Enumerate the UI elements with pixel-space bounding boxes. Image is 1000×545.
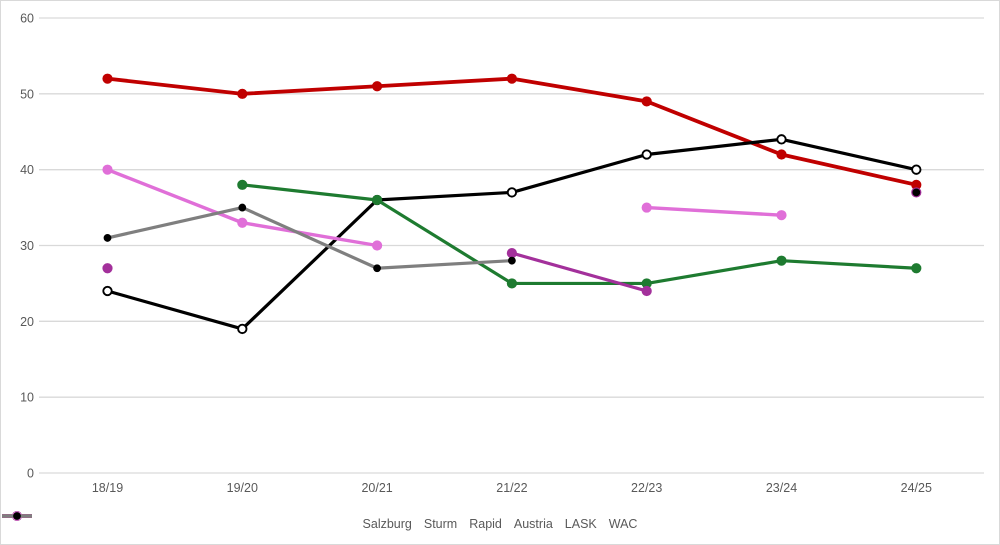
marker-rapid-24/25 bbox=[911, 263, 922, 274]
y-axis-labels: 0 10 20 30 40 50 60 bbox=[20, 12, 34, 481]
x-tick-label: 20/21 bbox=[361, 481, 392, 495]
y-tick-label: 30 bbox=[20, 239, 34, 253]
legend-item-lask: LASK bbox=[2, 511, 597, 531]
marker-wac-21/22 bbox=[508, 256, 516, 265]
y-tick-label: 50 bbox=[20, 87, 34, 101]
x-tick-label: 19/20 bbox=[227, 481, 258, 495]
marker-salzburg-21/22 bbox=[506, 73, 517, 84]
marker-austria-21/22 bbox=[506, 247, 517, 259]
x-tick-label: 21/22 bbox=[496, 481, 527, 495]
legend-label-wac: WAC bbox=[608, 516, 638, 531]
marker-sturm-23/24 bbox=[776, 134, 787, 145]
legend-label-lask: LASK bbox=[564, 516, 597, 531]
y-tick-label: 20 bbox=[20, 315, 34, 329]
marker-salzburg-19/20 bbox=[237, 88, 248, 99]
x-tick-label: 22/23 bbox=[631, 481, 662, 495]
y-tick-label: 0 bbox=[27, 467, 34, 481]
gridlines bbox=[39, 17, 984, 474]
marker-rapid-21/22 bbox=[506, 278, 517, 289]
marker-sturm-24/25 bbox=[911, 164, 922, 175]
marker-rapid-23/24 bbox=[776, 255, 787, 266]
marker-rapid-20/21 bbox=[372, 194, 383, 206]
marker-austria-18/19 bbox=[102, 263, 113, 274]
series-line-austria bbox=[510, 251, 649, 293]
x-tick-label: 23/24 bbox=[766, 481, 797, 495]
marker-salzburg-18/19 bbox=[102, 73, 113, 84]
legend-item-wac: WAC bbox=[2, 512, 638, 531]
legend-item-austria: Austria bbox=[2, 511, 553, 531]
legend-item-salzburg: Salzburg bbox=[2, 511, 412, 531]
marker-sturm-19/20 bbox=[237, 323, 248, 335]
marker-austria-22/23 bbox=[641, 285, 652, 297]
marker-sturm-22/23 bbox=[641, 149, 652, 160]
series-line-rapid bbox=[240, 183, 918, 286]
y-tick-label: 60 bbox=[20, 12, 34, 26]
marker-rapid-19/20 bbox=[237, 179, 248, 190]
series-lask bbox=[102, 164, 787, 251]
legend-label-austria: Austria bbox=[513, 516, 553, 531]
legend-item-rapid: Rapid bbox=[2, 511, 502, 531]
marker-salzburg-20/21 bbox=[372, 81, 383, 92]
marker-wac-24/25 bbox=[912, 188, 921, 197]
marker-wac-19/20 bbox=[238, 203, 247, 212]
marker-salzburg-23/24 bbox=[776, 149, 787, 160]
legend-item-sturm: Sturm bbox=[2, 511, 458, 531]
marker-lask-18/19 bbox=[102, 164, 113, 175]
legend-label-rapid: Rapid bbox=[469, 516, 502, 531]
x-tick-label: 24/25 bbox=[901, 481, 932, 495]
marker-wac-20/21 bbox=[373, 264, 382, 273]
marker-lask-23/24 bbox=[776, 210, 787, 221]
marker-lask-22/23 bbox=[641, 202, 652, 213]
y-tick-label: 40 bbox=[20, 163, 34, 177]
series-salzburg bbox=[102, 73, 922, 190]
chart-legend: Salzburg Sturm Rapid Austria LASK WAC bbox=[1, 510, 999, 538]
x-axis-labels: 18/19 19/20 20/21 21/22 22/23 23/24 24/25 bbox=[92, 481, 932, 495]
marker-wac-18/19 bbox=[103, 234, 112, 242]
series-rapid bbox=[237, 179, 922, 289]
series-line-salzburg bbox=[105, 76, 919, 187]
legend-swatch-wac bbox=[2, 512, 32, 520]
series-line-wac bbox=[105, 205, 514, 270]
marker-sturm-21/22 bbox=[506, 187, 518, 198]
marker-lask-19/20 bbox=[237, 217, 248, 228]
legend-label-salzburg: Salzburg bbox=[362, 516, 412, 531]
series-sturm bbox=[102, 134, 922, 335]
legend-label-sturm: Sturm bbox=[423, 516, 458, 531]
y-tick-label: 10 bbox=[20, 391, 34, 405]
marker-salzburg-22/23 bbox=[641, 96, 652, 107]
marker-sturm-18/19 bbox=[102, 285, 113, 297]
marker-lask-20/21 bbox=[372, 240, 383, 251]
series-line-lask bbox=[645, 205, 784, 217]
series-line-sturm bbox=[105, 137, 918, 331]
series-wac bbox=[103, 188, 921, 273]
x-tick-label: 18/19 bbox=[92, 481, 123, 495]
